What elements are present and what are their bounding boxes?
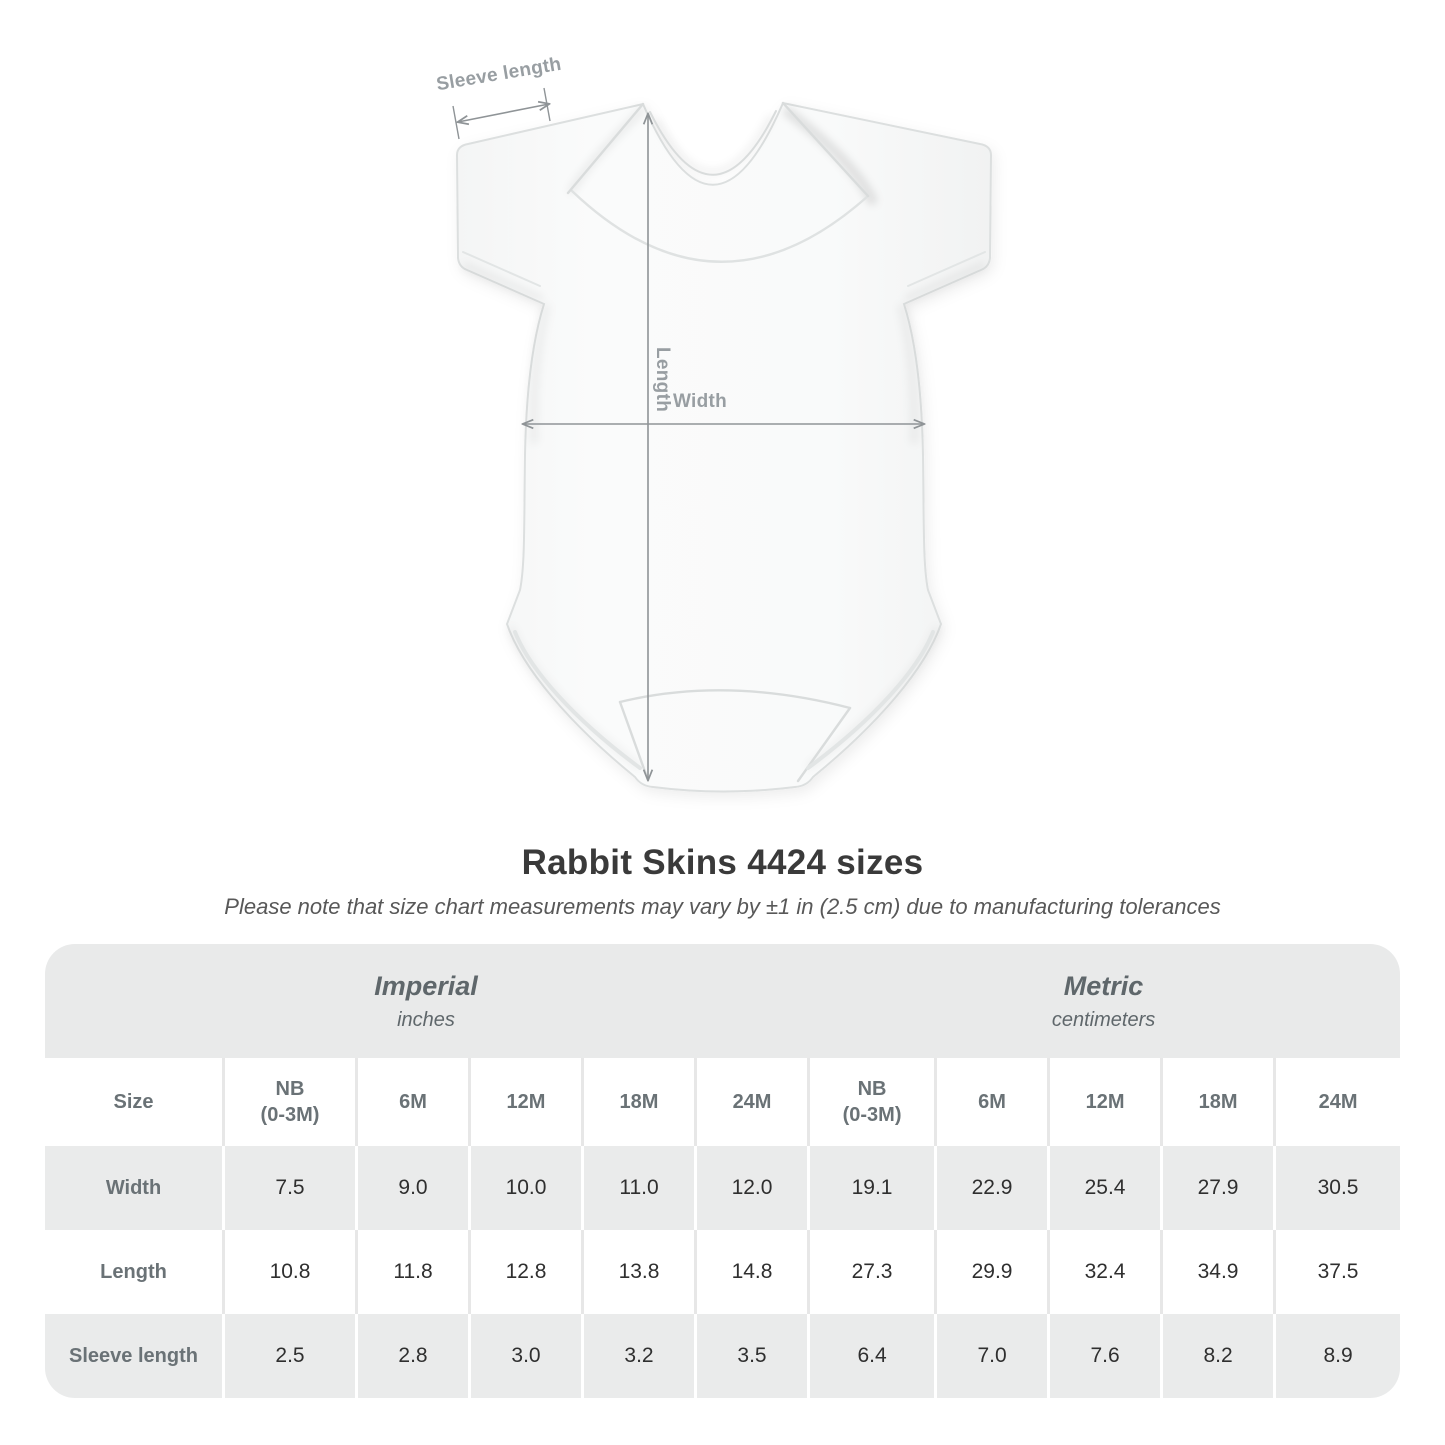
- metric-group-unit: centimeters: [1051, 1008, 1156, 1031]
- value-cell: 32.4: [1047, 1230, 1161, 1314]
- value-cell: 12.8: [468, 1230, 581, 1314]
- column-header-row: Size NB (0-3M) 6M 12M 18M 24M NB (0-3M) …: [45, 1058, 1401, 1146]
- value-cell: 22.9: [934, 1146, 1048, 1230]
- value-cell: 3.5: [694, 1314, 808, 1398]
- row-label: Length: [45, 1230, 222, 1314]
- table-row-sleeve-length: Sleeve length 2.5 2.8 3.0 3.2 3.5 6.4 7.…: [45, 1314, 1401, 1398]
- value-cell: 7.6: [1047, 1314, 1161, 1398]
- size-column-header: Size: [45, 1058, 222, 1146]
- imperial-group-unit: inches: [397, 1008, 455, 1031]
- value-cell: 11.8: [355, 1230, 468, 1314]
- value-cell: 8.9: [1273, 1314, 1401, 1398]
- value-cell: 11.0: [581, 1146, 694, 1230]
- value-cell: 12.0: [694, 1146, 808, 1230]
- metric-group-label: Metric: [1063, 970, 1144, 1001]
- value-cell: 13.8: [581, 1230, 694, 1314]
- value-cell: 37.5: [1273, 1230, 1401, 1314]
- column-header: 12M: [468, 1058, 581, 1146]
- value-cell: 2.5: [222, 1314, 355, 1398]
- value-cell: 7.5: [222, 1146, 355, 1230]
- column-header: 18M: [1160, 1058, 1274, 1146]
- value-cell: 14.8: [694, 1230, 808, 1314]
- column-header: 24M: [694, 1058, 808, 1146]
- value-cell: 7.0: [934, 1314, 1048, 1398]
- table-row-width: Width 7.5 9.0 10.0 11.0 12.0 19.1 22.9 2…: [45, 1146, 1401, 1230]
- column-header: NB (0-3M): [222, 1058, 355, 1146]
- size-chart-table: Imperial inches Metric centimeters Size …: [45, 944, 1401, 1398]
- width-annotation: Width: [672, 391, 728, 412]
- value-cell: 10.0: [468, 1146, 581, 1230]
- value-cell: 34.9: [1160, 1230, 1274, 1314]
- value-cell: 27.9: [1160, 1146, 1274, 1230]
- page-title: Rabbit Skins 4424 sizes: [521, 843, 924, 882]
- row-label: Sleeve length: [45, 1314, 222, 1398]
- imperial-group-header: Imperial inches: [45, 944, 808, 1058]
- bodysuit-image: [452, 87, 993, 793]
- value-cell: 27.3: [807, 1230, 935, 1314]
- value-cell: 10.8: [222, 1230, 355, 1314]
- heading-block: Rabbit Skins 4424 sizes Please note that…: [0, 843, 1445, 920]
- column-header: 12M: [1047, 1058, 1161, 1146]
- value-cell: 9.0: [355, 1146, 468, 1230]
- column-header: 6M: [934, 1058, 1048, 1146]
- table-row-length: Length 10.8 11.8 12.8 13.8 14.8 27.3 29.…: [45, 1230, 1401, 1314]
- value-cell: 30.5: [1273, 1146, 1401, 1230]
- value-cell: 19.1: [807, 1146, 935, 1230]
- column-header: 6M: [355, 1058, 468, 1146]
- value-cell: 2.8: [355, 1314, 468, 1398]
- value-cell: 8.2: [1160, 1314, 1274, 1398]
- bodysuit-graphic: [455, 101, 993, 793]
- value-cell: 25.4: [1047, 1146, 1161, 1230]
- value-cell: 3.0: [468, 1314, 581, 1398]
- value-cell: 3.2: [581, 1314, 694, 1398]
- column-header: 24M: [1273, 1058, 1401, 1146]
- tolerance-note: Please note that size chart measurements…: [224, 894, 1221, 919]
- value-cell: 6.4: [807, 1314, 935, 1398]
- sleeve-length-arrow: [452, 87, 550, 140]
- length-annotation: Length: [652, 347, 673, 413]
- column-header: 18M: [581, 1058, 694, 1146]
- column-header: NB (0-3M): [807, 1058, 935, 1146]
- value-cell: 29.9: [934, 1230, 1048, 1314]
- unit-group-row: Imperial inches Metric centimeters: [45, 944, 1401, 1058]
- row-label: Width: [45, 1146, 222, 1230]
- imperial-group-label: Imperial: [374, 970, 478, 1001]
- metric-group-header: Metric centimeters: [807, 944, 1401, 1058]
